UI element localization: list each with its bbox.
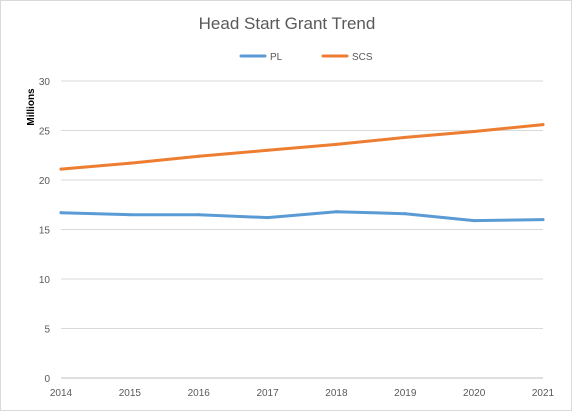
x-tick-label: 2014 <box>50 388 73 399</box>
x-tick-label: 2018 <box>325 388 348 399</box>
gridlines <box>61 80 543 329</box>
x-tick-label: 2019 <box>394 388 417 399</box>
data-point-pl <box>541 218 545 222</box>
series-line-pl <box>59 210 545 223</box>
data-point-scs <box>266 148 270 152</box>
data-point-pl <box>59 211 63 215</box>
y-tick-label: 20 <box>39 176 51 187</box>
x-tick-label: 2020 <box>463 388 486 399</box>
y-tick-label: 25 <box>39 127 51 138</box>
data-point-scs <box>59 167 63 171</box>
x-tick-label: 2015 <box>119 388 142 399</box>
y-tick-label: 10 <box>39 275 51 286</box>
data-point-pl <box>472 219 476 223</box>
data-point-scs <box>541 123 545 127</box>
data-point-scs <box>197 154 201 158</box>
data-point-scs <box>128 161 132 165</box>
chart-title: Head Start Grant Trend <box>199 14 376 33</box>
data-point-scs <box>334 142 338 146</box>
legend: PL SCS <box>239 52 373 63</box>
y-tick-label: 5 <box>44 325 50 336</box>
data-point-pl <box>334 210 338 214</box>
legend-label-pl: PL <box>270 52 283 63</box>
x-tick-label: 2021 <box>532 388 555 399</box>
y-tick-label: 15 <box>39 226 51 237</box>
y-axis-title: Millions <box>26 88 37 126</box>
x-tick-label: 2016 <box>188 388 211 399</box>
data-point-pl <box>266 216 270 220</box>
series-line-scs <box>59 123 545 171</box>
y-tick-label: 30 <box>39 77 51 88</box>
data-point-pl <box>197 213 201 217</box>
data-point-scs <box>472 129 476 133</box>
data-point-pl <box>128 213 132 217</box>
axes: 0 5 10 15 20 25 30 2014 2015 2016 2017 2018 2019 2020… <box>39 77 555 399</box>
data-point-scs <box>403 135 407 139</box>
legend-label-scs: SCS <box>352 52 373 63</box>
y-tick-label: 0 <box>44 374 50 385</box>
data-point-pl <box>403 212 407 216</box>
x-tick-label: 2017 <box>256 388 279 399</box>
series-lines <box>59 123 545 223</box>
